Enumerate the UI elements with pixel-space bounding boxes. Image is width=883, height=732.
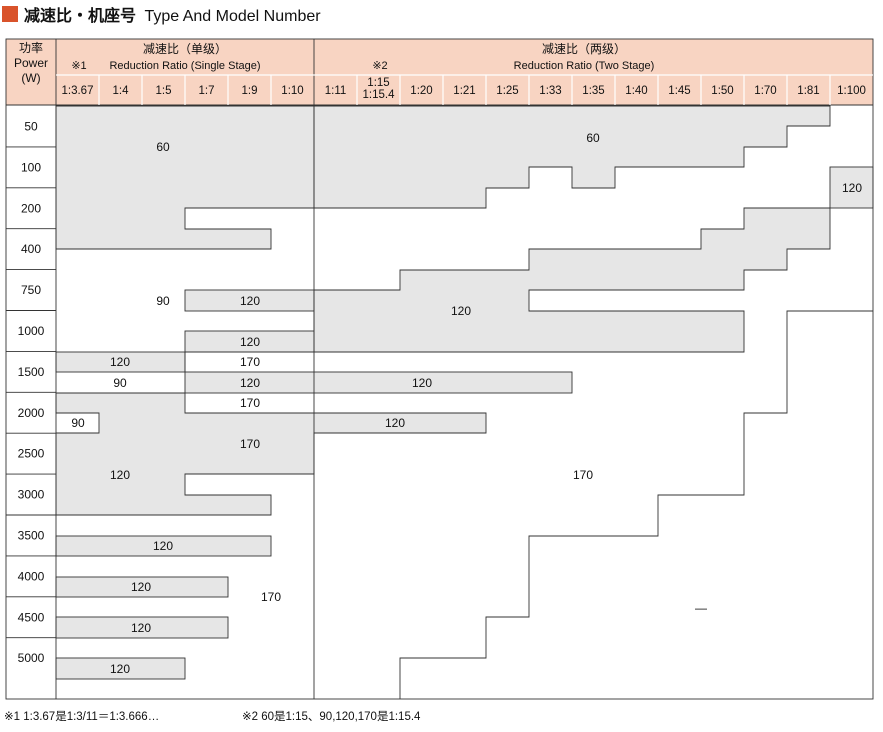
ratio-label-two-3: 1:21 bbox=[453, 85, 475, 97]
region-two-120 bbox=[313, 207, 831, 353]
power-label-1500: 1500 bbox=[18, 365, 45, 379]
ratio-label-single-2: 1:5 bbox=[156, 85, 172, 97]
power-label-200: 200 bbox=[21, 201, 41, 215]
header-two-zh: 减速比（两级） bbox=[542, 42, 626, 56]
title-chinese: 减速比・机座号 bbox=[24, 8, 137, 25]
power-label-2000: 2000 bbox=[18, 406, 45, 420]
header-power-zh: 功率 bbox=[19, 40, 43, 55]
ratio-labels: 1:3.67 1:4 1:5 1:7 1:9 1:10 1:11 1:15 1:15.4 1:20… bbox=[62, 77, 866, 101]
power-label-2500: 2500 bbox=[18, 447, 45, 461]
frame-labels: 60 60 120 90 120 120 120 120 170 90 120 120 170 90 120… bbox=[71, 131, 862, 676]
ratio-label-single-1: 1:4 bbox=[113, 85, 130, 97]
header-two-note: ※2 bbox=[372, 60, 387, 72]
title-english: Type And Model Number bbox=[144, 8, 321, 25]
power-label-3500: 3500 bbox=[18, 528, 45, 542]
header-single-en: Reduction Ratio (Single Stage) bbox=[109, 60, 260, 72]
ratio-label-two-4: 1:25 bbox=[496, 85, 518, 97]
frame-label-single-750-right: 120 bbox=[240, 294, 260, 308]
frame-label-two-top: 60 bbox=[586, 131, 600, 145]
ratio-label-single-3: 1:7 bbox=[199, 85, 215, 97]
frame-label-single-1000-right-b: 170 bbox=[240, 355, 260, 369]
grid bbox=[5, 38, 874, 700]
ratio-label-two-12: 1:100 bbox=[837, 85, 866, 97]
header-power-bg bbox=[6, 39, 56, 105]
boundary-lines bbox=[184, 310, 873, 699]
frame-label-single-1000-right: 120 bbox=[240, 335, 260, 349]
header-text: 功率 Power (W) ※1 减速比（单级） Reduction Ratio … bbox=[14, 40, 654, 85]
region-two-60 bbox=[313, 105, 831, 209]
ratio-label-two-10: 1:70 bbox=[754, 85, 776, 97]
title-marker bbox=[2, 6, 18, 22]
frame-label-single-750: 90 bbox=[156, 294, 170, 308]
page-title: 减速比・机座号 Type And Model Number bbox=[2, 3, 321, 25]
power-label-1000: 1000 bbox=[18, 324, 45, 338]
frame-label-two-4000: — bbox=[695, 601, 707, 615]
frame-label-single-4500: 120 bbox=[131, 621, 151, 635]
footnote-1: ※1 1:3.67是1:3/11＝1:3.666… bbox=[4, 711, 160, 723]
header-power-en: Power bbox=[14, 56, 48, 70]
header-two-en: Reduction Ratio (Two Stage) bbox=[514, 60, 655, 72]
region-1500-120 bbox=[184, 371, 573, 394]
ratio-label-two-6: 1:35 bbox=[582, 85, 604, 97]
footnote-2: ※2 60是1:15、90,120,170是1:15.4 bbox=[242, 711, 421, 723]
ratio-label-two-7: 1:40 bbox=[625, 85, 647, 97]
power-label-3000: 3000 bbox=[18, 488, 45, 502]
ratio-label-single-0: 1:3.67 bbox=[62, 85, 94, 97]
frame-label-two-2000: 120 bbox=[385, 416, 405, 430]
frame-label-single-2500: 120 bbox=[110, 468, 130, 482]
header-power-unit: (W) bbox=[21, 71, 40, 85]
frame-label-single-4000-right: 170 bbox=[261, 590, 281, 604]
power-label-400: 400 bbox=[21, 242, 41, 256]
frame-label-single-5000: 120 bbox=[110, 662, 130, 676]
power-label-4500: 4500 bbox=[18, 610, 45, 624]
power-label-4000: 4000 bbox=[18, 569, 45, 583]
frame-label-single-3500: 120 bbox=[153, 539, 173, 553]
ratio-label-two-0: 1:11 bbox=[325, 85, 347, 97]
frame-label-single-4000: 120 bbox=[131, 580, 151, 594]
frame-label-single-2000-right: 170 bbox=[240, 437, 260, 451]
frame-label-single-1500-left: 90 bbox=[113, 376, 127, 390]
frame-label-single-1500-right-b: 170 bbox=[240, 396, 260, 410]
power-label-100: 100 bbox=[21, 160, 41, 174]
ratio-label-two-9: 1:50 bbox=[711, 85, 733, 97]
frame-label-single-2000-left: 90 bbox=[71, 416, 85, 430]
header-single-zh: 减速比（单级） bbox=[143, 42, 227, 56]
frame-label-two-right-top: 120 bbox=[842, 181, 862, 195]
frame-label-two-2500: 170 bbox=[573, 468, 593, 482]
frame-label-single-1500-right: 120 bbox=[240, 376, 260, 390]
power-label-50: 50 bbox=[24, 119, 38, 133]
ratio-label-two-2: 1:20 bbox=[410, 85, 432, 97]
header-two-bg bbox=[314, 39, 873, 105]
region-single-120 bbox=[55, 392, 487, 516]
ratio-label-two-5: 1:33 bbox=[539, 85, 561, 97]
power-labels: 50 100 200 400 750 1000 1500 2000 2500 3000 3500 40… bbox=[18, 119, 45, 665]
ratio-label-single-4: 1:9 bbox=[242, 85, 258, 97]
power-label-5000: 5000 bbox=[18, 651, 45, 665]
region-single-60 bbox=[55, 105, 315, 250]
frame-label-two-1500: 120 bbox=[412, 376, 432, 390]
ratio-label-two-8: 1:45 bbox=[668, 85, 690, 97]
ratio-label-single-5: 1:10 bbox=[281, 85, 303, 97]
shaded-regions bbox=[55, 105, 874, 680]
header-single-note: ※1 bbox=[71, 60, 86, 72]
ratio-label-two-11: 1:81 bbox=[797, 85, 819, 97]
ratio-label-two-1: 1:15 1:15.4 bbox=[363, 77, 396, 101]
frame-label-single-top: 60 bbox=[156, 140, 170, 154]
frame-label-single-1000-left: 120 bbox=[110, 355, 130, 369]
frame-label-two-750: 120 bbox=[451, 304, 471, 318]
power-label-750: 750 bbox=[21, 283, 41, 297]
